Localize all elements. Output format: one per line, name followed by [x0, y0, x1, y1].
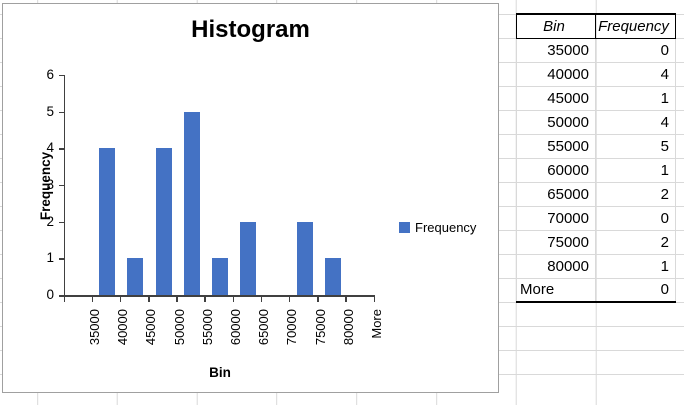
y-tick-label: 0 — [46, 287, 54, 302]
x-axis-tick — [317, 295, 319, 302]
table-cell-bin[interactable]: 35000 — [516, 37, 596, 63]
table-cell-frequency[interactable]: 5 — [595, 133, 676, 159]
table-cell-bin[interactable]: 75000 — [516, 229, 596, 255]
table-header-bin[interactable]: Bin — [516, 13, 596, 39]
table-cell-frequency[interactable]: 2 — [595, 229, 676, 255]
bar[interactable] — [212, 258, 228, 295]
x-axis-tick — [260, 295, 263, 302]
table-row: 60000 1 — [516, 157, 676, 183]
bin-frequency-table: Bin Frequency 35000 0 40000 4 45000 1 50000 4 55… — [516, 13, 676, 303]
plot-area: 0 1 2 3 4 5 6 35000 40000 45000 50000 55000 60000 650… — [3, 4, 498, 392]
x-tick-label: 60000 — [228, 309, 243, 346]
y-axis-tick — [58, 184, 64, 187]
table-row: 70000 0 — [516, 205, 676, 231]
legend-swatch-icon — [399, 221, 410, 233]
y-tick-label: 3 — [46, 176, 54, 192]
table-cell-bin[interactable]: 70000 — [516, 205, 596, 231]
bar[interactable] — [99, 148, 116, 295]
x-axis-tick — [204, 295, 206, 302]
table-row: 45000 1 — [516, 85, 676, 111]
table-cell-bin[interactable]: More — [516, 277, 596, 303]
table-cell-bin[interactable]: 40000 — [516, 61, 596, 87]
x-tick-label: More — [368, 309, 384, 339]
x-axis-tick — [119, 295, 122, 302]
y-tick-label: 6 — [46, 66, 54, 82]
table-row: More 0 — [516, 277, 676, 303]
x-axis-title[interactable]: Bin — [209, 365, 231, 380]
y-axis-tick — [58, 295, 64, 297]
table-cell-frequency[interactable]: 1 — [595, 85, 676, 111]
table-row: 50000 4 — [516, 109, 676, 135]
table-row: 55000 5 — [516, 133, 676, 159]
table-cell-frequency[interactable]: 4 — [595, 109, 676, 135]
table-cell-frequency[interactable]: 4 — [595, 61, 676, 87]
table-cell-bin[interactable]: 45000 — [516, 85, 596, 111]
table-cell-bin[interactable]: 65000 — [516, 181, 596, 207]
x-axis-line — [63, 295, 375, 297]
bar[interactable] — [127, 258, 144, 295]
x-axis-tick — [91, 295, 94, 302]
table-cell-frequency[interactable]: 1 — [595, 157, 676, 183]
table-cell-frequency[interactable]: 0 — [595, 37, 676, 63]
y-tick-label: 1 — [46, 250, 54, 266]
y-axis-tick — [58, 258, 64, 260]
table-cell-frequency[interactable]: 1 — [595, 253, 676, 279]
x-tick-label: 75000 — [312, 309, 328, 346]
table-body: 35000 0 40000 4 45000 1 50000 4 55000 5 60000 1 6500… — [516, 37, 676, 303]
x-axis-tick — [63, 295, 65, 302]
x-axis-tick — [232, 295, 235, 302]
y-axis-tick — [58, 221, 64, 224]
x-axis-tick — [176, 295, 178, 302]
table-row: 75000 2 — [516, 229, 676, 255]
x-tick-label: 50000 — [171, 309, 187, 346]
x-tick-label: 40000 — [115, 309, 131, 346]
table-cell-bin[interactable]: 55000 — [516, 133, 596, 159]
bar[interactable] — [240, 221, 257, 295]
table-row: 65000 2 — [516, 181, 676, 207]
y-tick-label: 5 — [46, 103, 54, 119]
x-tick-label: 80000 — [340, 309, 356, 346]
x-tick-label: 35000 — [87, 309, 103, 346]
x-axis-tick — [288, 295, 291, 302]
y-axis-tick — [58, 148, 64, 150]
y-axis-tick — [58, 74, 64, 77]
y-tick-label: 2 — [46, 213, 54, 229]
x-tick-label: 70000 — [284, 309, 300, 346]
x-axis-tick — [373, 295, 375, 302]
table-row: 40000 4 — [516, 61, 676, 87]
legend-label: Frequency — [415, 219, 477, 235]
y-axis-tick — [58, 111, 64, 113]
x-tick-label: 45000 — [143, 309, 159, 346]
table-cell-bin[interactable]: 50000 — [516, 109, 596, 135]
table-cell-bin[interactable]: 80000 — [516, 253, 596, 279]
y-axis-line — [63, 74, 65, 295]
x-tick-label: 55000 — [199, 309, 215, 346]
x-tick-label: 65000 — [256, 309, 272, 346]
table-header-frequency[interactable]: Frequency — [595, 13, 676, 39]
table-row: 35000 0 — [516, 37, 676, 63]
histogram-chart[interactable]: Histogram Frequency 0 1 2 3 4 5 6 35000 40000 450… — [2, 3, 499, 393]
legend[interactable]: Frequency — [399, 219, 476, 235]
bar[interactable] — [296, 221, 313, 295]
chart-title[interactable]: Histogram — [191, 16, 310, 43]
table-row: 80000 1 — [516, 253, 676, 279]
table-header-row: Bin Frequency — [516, 13, 676, 39]
bar[interactable] — [183, 111, 200, 295]
bar[interactable] — [324, 258, 341, 295]
x-axis-tick — [148, 295, 150, 302]
y-tick-label: 4 — [46, 140, 54, 156]
x-axis-tick — [345, 295, 347, 302]
table-cell-bin[interactable]: 60000 — [516, 157, 596, 183]
table-cell-frequency[interactable]: 0 — [595, 277, 676, 303]
bar[interactable] — [155, 148, 172, 295]
table-cell-frequency[interactable]: 2 — [595, 181, 676, 207]
table-cell-frequency[interactable]: 0 — [595, 205, 676, 231]
